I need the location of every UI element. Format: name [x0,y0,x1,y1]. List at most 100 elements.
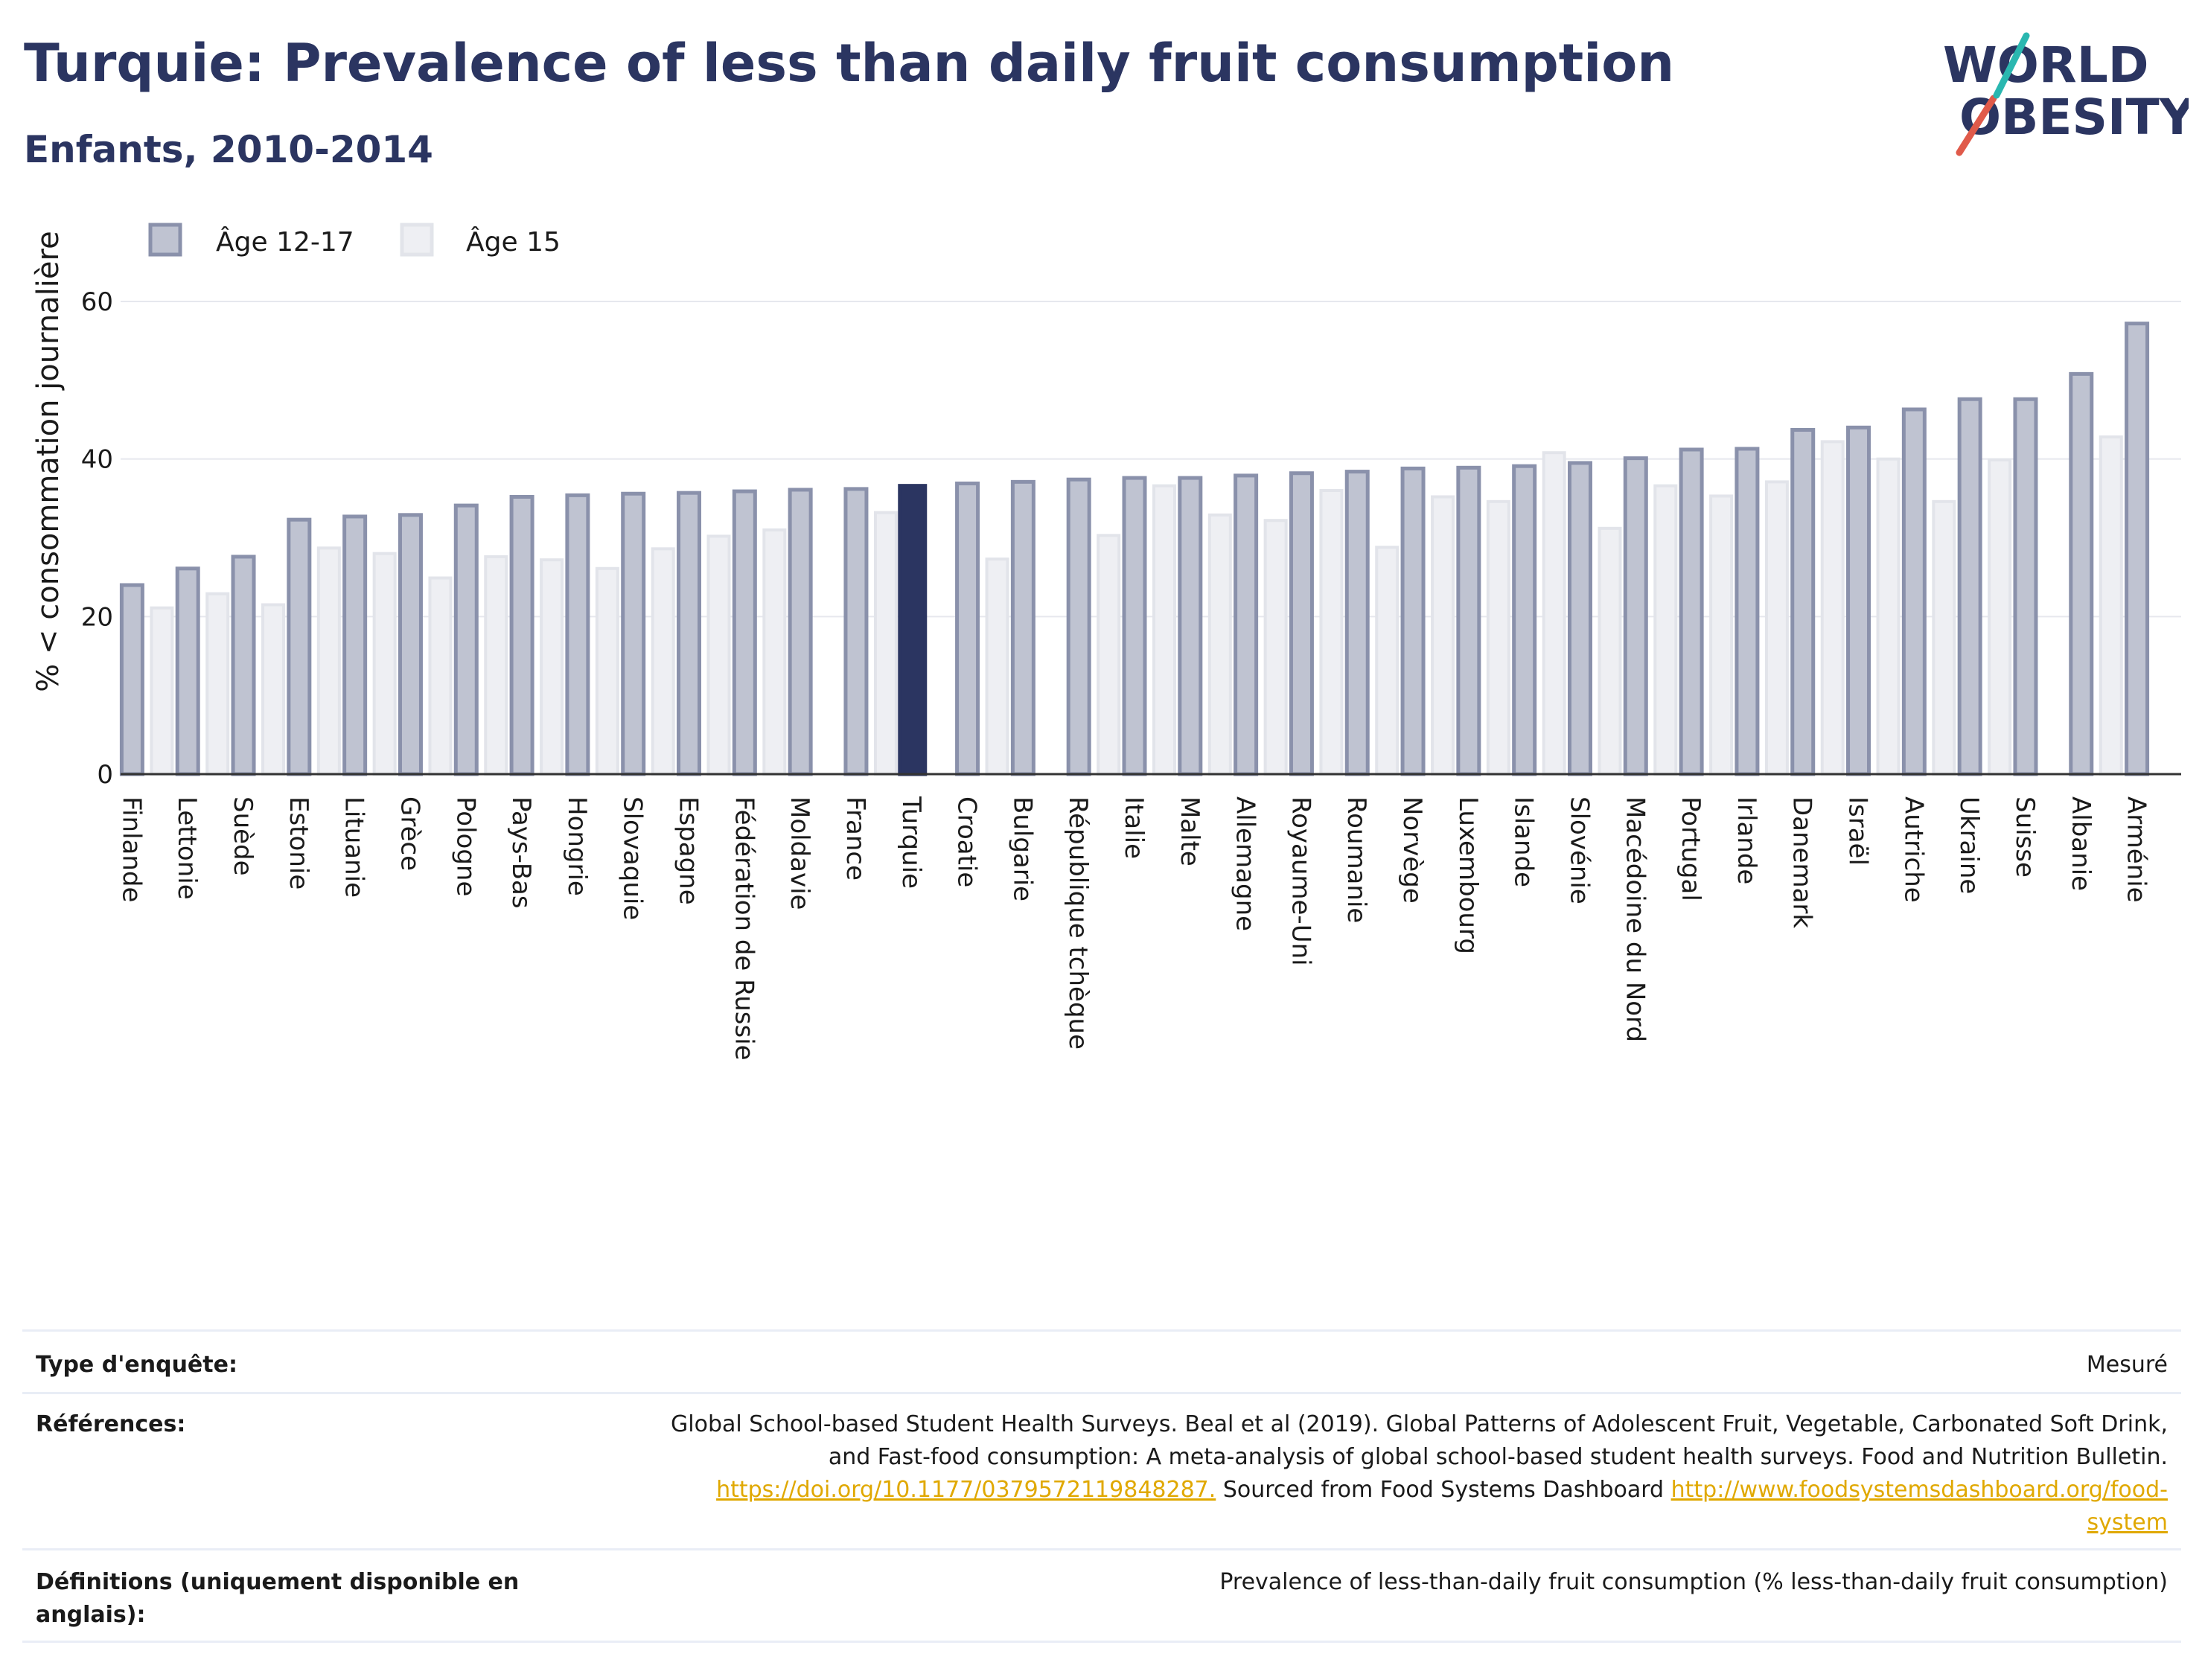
x-tick-label: Fédération de Russie [729,796,759,1061]
x-tick-label: Macédoine du Nord [1620,796,1650,1042]
bar-age-15 [1375,546,1400,776]
bar-age-12-17 [955,481,980,776]
x-tick-label: Slovénie [1564,796,1594,904]
bar-age-12-17 [1456,465,1481,776]
x-tick-label: Autriche [1898,796,1928,903]
bar-age-15 [985,558,1009,776]
bar-age-12-17 [1901,407,1927,776]
bar-age-12-17 [1679,447,1704,776]
bar-age-15 [540,558,564,776]
bar-age-12-17 [342,514,368,776]
bar-age-15 [1988,458,2012,776]
bar-age-12-17 [398,513,423,776]
bar-age-15 [1709,494,1734,776]
bar-age-12-17 [2069,371,2094,776]
y-tick-label: 20 [81,602,113,632]
bar-age-15 [1820,440,1845,776]
x-tick-label: République tchèque [1063,796,1093,1050]
x-tick-label: Grèce [395,796,424,871]
food-systems-link[interactable]: http://www.foodsystemsdashboard.org/food… [1670,1477,2168,1536]
bar-age-15 [1653,484,1678,776]
bar-age-12-17 [843,487,869,776]
x-tick-label: Danemark [1787,796,1817,928]
x-tick-label: Finlande [116,796,146,902]
x-tick-label: France [840,796,870,881]
bar-age-12-17 [1735,447,1760,776]
definitions-label: Définitions (uniquement disponible en an… [36,1569,520,1628]
bar-age-12-17 [2013,397,2038,776]
bar-age-15 [651,547,675,776]
bar-age-15 [595,566,619,776]
bar-age-12-17 [677,491,702,776]
x-tick-label: Pays-Bas [506,796,536,909]
bar-age-15 [2099,435,2123,776]
x-tick-label: Roumanie [1341,796,1371,923]
bar-age-15 [1097,534,1121,776]
x-tick-label: Moldavie [785,796,814,910]
bar-age-15 [1152,484,1176,776]
bar-age-15 [205,592,230,776]
logo-line1: WORLD [1943,36,2149,94]
x-tick-label: Albanie [2066,796,2096,891]
bar-age-12-17 [1066,477,1091,776]
x-tick-label: Suisse [2010,796,2040,878]
bar-age-15 [372,552,397,776]
references-mid-text: Sourced from Food Systems Dashboard [1216,1477,1671,1503]
bar-age-15 [1876,457,1901,776]
bar-age-12-17 [1846,425,1871,776]
bar-age-12-17 [231,555,256,776]
bar-age-15 [1598,526,1622,776]
survey-type-label: Type d'enquête: [36,1352,237,1378]
bar-age-12-17 [1790,428,1816,776]
bar-age-15 [428,576,453,776]
meta-divider-top [22,1329,2181,1332]
x-tick-label: Islande [1509,796,1539,887]
references-label: Références: [36,1411,186,1437]
bar-age-12-17 [2125,322,2150,776]
chart-legend: Âge 12-17 Âge 15 [148,223,561,258]
bar-age-15 [762,528,787,776]
bar-age-12-17 [509,494,534,776]
bar-age-12-17 [565,493,590,776]
y-axis-label: % < consommation journalière [31,231,66,692]
bar-age-12-17 [1122,476,1147,776]
legend-swatch-series-2 [400,223,434,257]
bar-age-12-17 [788,488,813,776]
y-tick-label: 0 [97,760,113,790]
x-tick-label: Lituanie [339,796,369,898]
x-tick-label: Ukraine [1954,796,1984,894]
bar-age-15 [1319,489,1344,776]
references-value: Global School-based Student Health Surve… [642,1408,2168,1539]
bar-age-15 [1764,480,1789,776]
x-tick-label: Portugal [1676,796,1705,901]
doi-link[interactable]: https://doi.org/10.1177/0379572119848287… [716,1477,1216,1503]
x-tick-label: Turquie [896,796,926,889]
meta-divider-bottom [22,1641,2181,1643]
meta-divider-2 [22,1548,2181,1550]
legend-label-series-1: Âge 12-17 [216,226,354,258]
page-subtitle: Enfants, 2010-2014 [24,128,433,171]
definitions-value: Prevalence of less-than-daily fruit cons… [1219,1569,2168,1595]
x-tick-label: Hongrie [562,796,592,896]
bar-age-15 [1542,451,1566,776]
bar-age-12-17 [453,503,479,776]
x-tick-label: Slovaquie [618,796,648,920]
x-tick-label: Israël [1843,796,1873,866]
bar-age-12-17 [1567,461,1592,776]
bar-age-12-17 [1957,397,1982,776]
bar-age-12-17-highlight [898,484,928,776]
x-tick-label: Lettonie [172,796,202,900]
bar-age-12-17 [1400,466,1426,776]
bar-age-12-17 [621,491,646,776]
x-tick-label: Pologne [450,796,480,896]
bar-age-15 [150,606,174,776]
x-tick-label: Arménie [2122,796,2151,903]
bar-age-12-17 [732,489,757,776]
x-tick-label: Irlande [1732,796,1761,884]
x-tick-label: Royaume-Uni [1286,796,1315,966]
bar-age-12-17 [1289,471,1314,776]
bar-chart: Âge 12-17 Âge 15 % < consommation journa… [31,223,2181,1061]
x-tick-label: Norvège [1397,796,1427,904]
bar-age-15 [1932,499,1956,776]
bar-age-15 [261,603,286,776]
